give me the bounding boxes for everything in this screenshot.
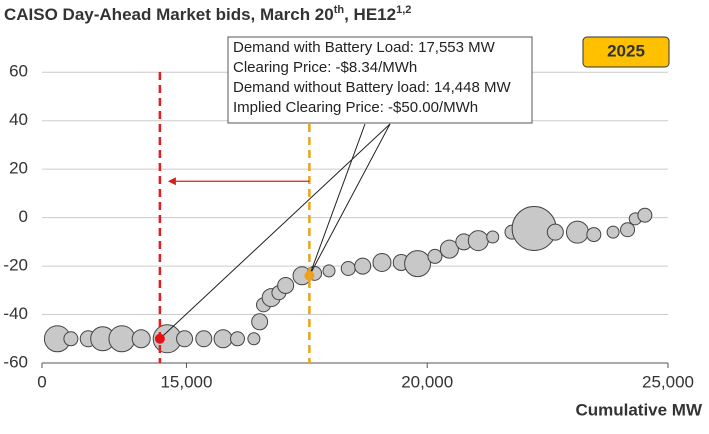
title-sup: 1,2	[396, 4, 411, 16]
annotation: Clearing Price: -$8.34/MWh	[233, 59, 417, 76]
bubble	[546, 223, 564, 241]
y-tick-label: -40	[3, 304, 28, 323]
bubble	[404, 250, 432, 278]
x-axis-label: Cumulative MW	[575, 400, 703, 419]
badge: 2025	[607, 41, 645, 60]
y-tick-label: -20	[3, 256, 28, 275]
bubble	[340, 261, 356, 276]
annotation-box	[227, 36, 533, 124]
y-tick-label: -60	[3, 352, 28, 371]
y-tick-label: 40	[9, 110, 28, 129]
x-tick-label: 0	[37, 372, 46, 391]
bubble	[467, 230, 489, 252]
bubble	[277, 276, 295, 294]
bubble	[247, 332, 261, 346]
bubble	[322, 264, 336, 278]
bubble	[637, 207, 653, 223]
bubble	[230, 331, 246, 347]
x-tick-label: 15,000	[160, 372, 212, 391]
highlight-point	[154, 333, 165, 344]
title-main: CAISO Day-Ahead Market bids, March 20	[4, 5, 334, 24]
x-tick-label: 25,000	[642, 372, 694, 391]
bubble	[131, 329, 151, 349]
callout-line	[159, 123, 391, 340]
annotation: Implied Clearing Price: -$50.00/MWh	[233, 99, 478, 116]
bubble	[565, 220, 589, 244]
bubble	[439, 239, 459, 259]
chart-title: CAISO Day-Ahead Market bids, March 20th,…	[4, 4, 411, 25]
bubble	[586, 227, 602, 243]
bubble	[251, 313, 269, 331]
bubble	[213, 329, 233, 349]
bubble	[620, 222, 636, 238]
title-mid: , HE12	[344, 5, 396, 24]
x-tick-label: 20,000	[401, 372, 453, 391]
badge-box	[582, 36, 670, 68]
callout-line	[308, 123, 366, 276]
bubble	[354, 257, 372, 275]
bubble	[108, 325, 136, 353]
bubble	[195, 330, 213, 348]
annotation: Demand with Battery Load: 17,553 MW	[233, 39, 496, 56]
y-tick-label: 20	[9, 159, 28, 178]
highlight-point	[304, 270, 315, 281]
bubble	[63, 331, 79, 347]
bubble	[606, 225, 620, 239]
bubble	[486, 230, 500, 244]
y-tick-label: 0	[19, 207, 28, 226]
y-tick-label: 60	[9, 62, 28, 81]
callout-line	[308, 123, 391, 277]
title-sup: th	[334, 4, 345, 16]
arrow-head	[167, 177, 176, 186]
bubble	[372, 252, 392, 272]
annotation: Demand without Battery load: 14,448 MW	[233, 79, 511, 96]
bubble	[176, 330, 194, 348]
bubble	[427, 248, 443, 264]
